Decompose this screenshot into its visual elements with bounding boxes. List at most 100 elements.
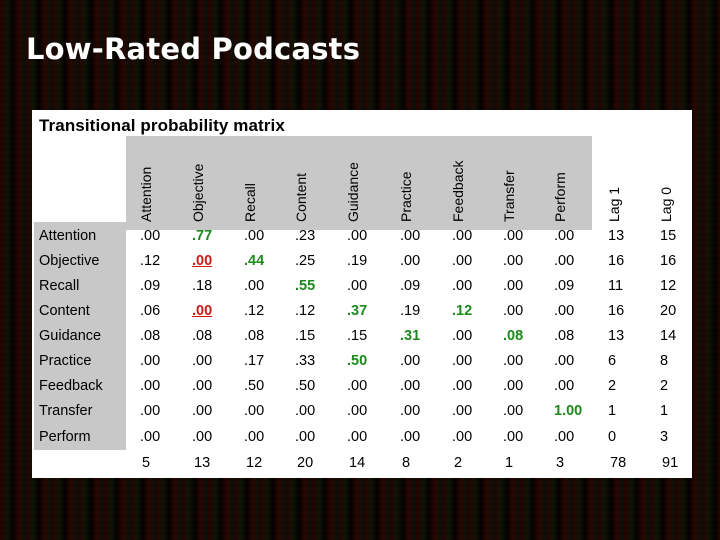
matrix-cell: 1 [608, 403, 617, 419]
matrix-cell: .12 [244, 303, 265, 319]
matrix-cell: .00 [140, 228, 161, 244]
matrix-cell: .00 [140, 403, 161, 419]
matrix-cell: .00 [347, 278, 368, 294]
matrix-cell: .00 [140, 429, 161, 445]
column-header-label: Objective [190, 163, 206, 222]
matrix-cell: .00 [554, 429, 575, 445]
row-header-recall: Recall [39, 278, 80, 294]
total-cell: 1 [505, 455, 514, 471]
matrix-cell: .08 [244, 328, 265, 344]
matrix-cell: 11 [608, 278, 624, 294]
matrix-cell: .00 [503, 429, 524, 445]
matrix-cell: .19 [400, 303, 421, 319]
column-header-label: Practice [398, 171, 414, 222]
matrix-cell: .77 [192, 228, 213, 244]
matrix-cell: 13 [608, 228, 625, 244]
column-header-label: Transfer [501, 170, 517, 222]
column-header-label: Guidance [345, 162, 361, 222]
row-header-practice: Practice [39, 353, 92, 369]
matrix-cell: .00 [554, 253, 575, 269]
matrix-cell: 14 [660, 328, 677, 344]
matrix-cell: .00 [400, 403, 421, 419]
total-cell: 91 [662, 455, 679, 471]
matrix-cell: .00 [192, 378, 213, 394]
total-cell: 2 [454, 455, 463, 471]
matrix-cell: .00 [503, 403, 524, 419]
total-cell: 12 [246, 455, 263, 471]
matrix-cell: .19 [347, 253, 368, 269]
matrix-cell: 15 [660, 228, 677, 244]
matrix-cell: .00 [400, 253, 421, 269]
column-header-label: Lag 0 [658, 186, 674, 222]
matrix-cell: .00 [554, 378, 575, 394]
row-header-transfer: Transfer [39, 403, 93, 419]
matrix-cell: 13 [608, 328, 625, 344]
matrix-cell: .00 [452, 228, 473, 244]
matrix-title: Transitional probability matrix [39, 116, 285, 135]
row-header-attention: Attention [39, 228, 97, 244]
matrix-cell: .00 [192, 303, 213, 319]
matrix-cell: .00 [295, 429, 316, 445]
matrix-cell: .00 [347, 228, 368, 244]
column-header-label: Attention [138, 166, 154, 222]
column-header-label: Content [293, 172, 309, 222]
matrix-cell: 3 [660, 429, 669, 445]
row-header-objective: Objective [39, 253, 100, 269]
matrix-cell: .15 [347, 328, 368, 344]
matrix-cell: .00 [503, 228, 524, 244]
matrix-cell: .33 [295, 353, 316, 369]
matrix-cell: .00 [192, 429, 213, 445]
matrix-cell: 16 [608, 303, 625, 319]
matrix-cell: 6 [608, 353, 617, 369]
matrix-cell: .00 [503, 278, 524, 294]
matrix-cell: .37 [347, 303, 368, 319]
matrix-cell: .00 [244, 228, 265, 244]
matrix-cell: .00 [452, 403, 473, 419]
matrix-cell: .00 [554, 353, 575, 369]
matrix-cell: .00 [503, 353, 524, 369]
matrix-cell: .00 [400, 228, 421, 244]
matrix-cell: 0 [608, 429, 617, 445]
matrix-cell: .00 [452, 278, 473, 294]
matrix-cell: .00 [452, 328, 473, 344]
matrix-cell: .00 [192, 253, 213, 269]
matrix-cell: .00 [554, 303, 575, 319]
matrix-cell: .09 [400, 278, 421, 294]
matrix-cell: .09 [140, 278, 161, 294]
matrix-cell: 12 [660, 278, 677, 294]
row-header-content: Content [39, 303, 90, 319]
row-header-feedback: Feedback [39, 378, 103, 394]
matrix-cell: .00 [347, 403, 368, 419]
matrix-cell: .00 [452, 378, 473, 394]
matrix-cell: .00 [192, 403, 213, 419]
matrix-cell: 2 [660, 378, 669, 394]
column-header-band [126, 136, 592, 230]
total-cell: 13 [194, 455, 211, 471]
matrix-cell: .50 [244, 378, 265, 394]
matrix-cell: .23 [295, 228, 316, 244]
matrix-cell: .00 [554, 228, 575, 244]
total-cell: 5 [142, 455, 151, 471]
matrix-cell: .08 [554, 328, 575, 344]
matrix-cell: .00 [400, 429, 421, 445]
matrix-cell: .25 [295, 253, 316, 269]
matrix-cell: .00 [140, 353, 161, 369]
matrix-cell: .00 [347, 378, 368, 394]
matrix-cell: .15 [295, 328, 316, 344]
matrix-cell: .00 [244, 429, 265, 445]
matrix-cell: .44 [244, 253, 265, 269]
matrix-cell: .00 [452, 253, 473, 269]
matrix-cell: .00 [140, 378, 161, 394]
matrix-cell: .55 [295, 278, 316, 294]
matrix-cell: .00 [192, 353, 213, 369]
matrix-cell: .06 [140, 303, 161, 319]
matrix-cell: .00 [400, 353, 421, 369]
total-cell: 8 [402, 455, 411, 471]
slide-title: Low-Rated Podcasts [26, 32, 361, 66]
matrix-cell: .50 [347, 353, 368, 369]
matrix-cell: .08 [503, 328, 524, 344]
matrix-cell: .00 [400, 378, 421, 394]
matrix-cell: 8 [660, 353, 669, 369]
matrix-cell: .00 [452, 429, 473, 445]
matrix-cell: 16 [608, 253, 625, 269]
